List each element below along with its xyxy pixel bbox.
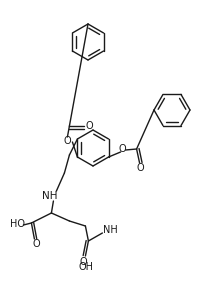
Text: OH: OH xyxy=(79,262,94,272)
Text: O: O xyxy=(137,163,144,173)
Text: O: O xyxy=(64,136,71,146)
Text: O: O xyxy=(33,239,40,249)
Text: NH: NH xyxy=(103,225,118,235)
Text: O: O xyxy=(119,144,126,154)
Text: NH: NH xyxy=(42,191,57,201)
Text: HO: HO xyxy=(10,219,25,229)
Text: O: O xyxy=(86,121,93,131)
Text: O: O xyxy=(79,257,87,267)
